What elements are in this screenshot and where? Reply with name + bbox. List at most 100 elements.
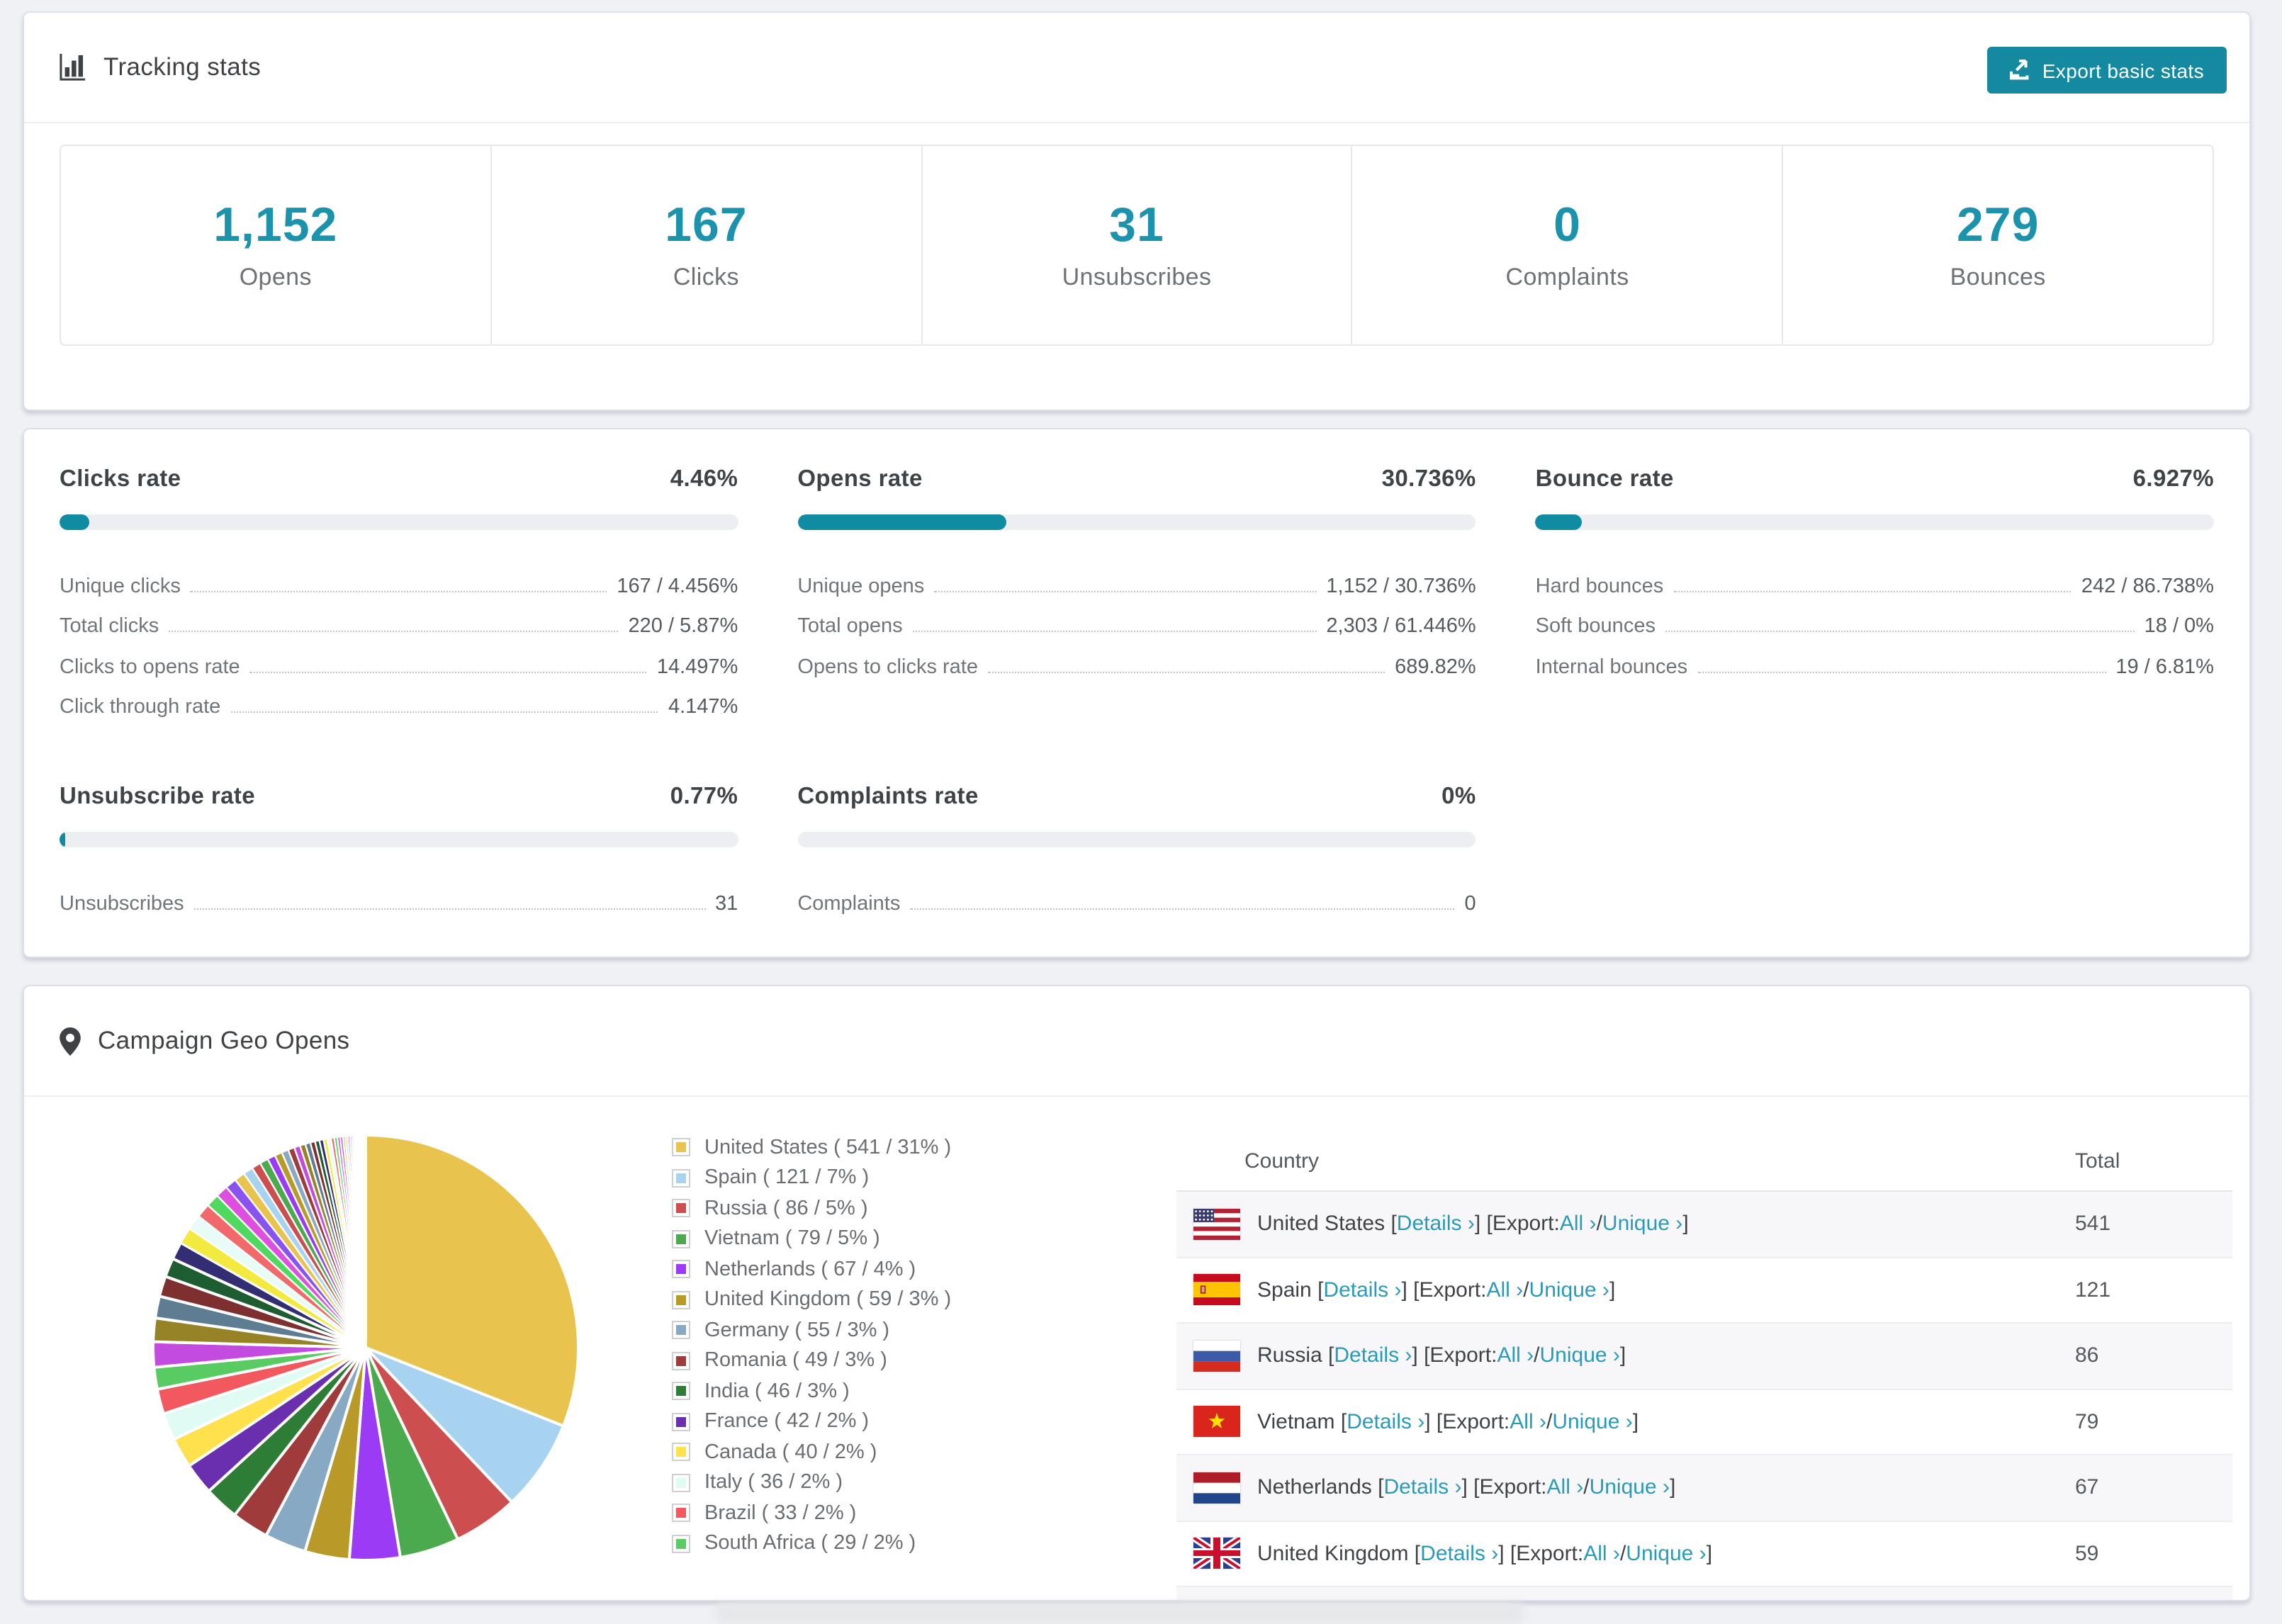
geo-table-row-united-states: United States [Details ›] [Export: All ›… <box>1176 1192 2232 1258</box>
country-name: United Kingdom [ <box>1257 1541 1421 1566</box>
details-link[interactable]: Details › <box>1334 1343 1412 1368</box>
details-link[interactable]: Details › <box>1396 1212 1475 1236</box>
dotted-leader <box>230 711 658 713</box>
rates-grid: Clicks rate 4.46% Unique clicks 167 / 4.456… <box>60 466 2214 915</box>
legend-swatch <box>672 1321 690 1340</box>
dotted-leader <box>190 590 607 592</box>
rate-detail-label: Unique clicks <box>60 575 181 597</box>
rate-block-bounce-rate: Bounce rate 6.927% Hard bounces 242 / 86.73… <box>1535 466 2214 718</box>
summary-value: 31 <box>1109 198 1164 252</box>
rate-detail-label: Total clicks <box>60 615 159 638</box>
geo-table-row-vietnam: Vietnam [Details ›] [Export: All › / Uni… <box>1176 1389 2232 1455</box>
rate-detail-row: Total opens 2,303 / 61.446% <box>797 597 1476 638</box>
rate-progress-fill <box>60 514 90 530</box>
rate-progress-fill <box>1535 514 1583 530</box>
details-link[interactable]: Details › <box>1323 1278 1402 1302</box>
united-states-flag-icon <box>1193 1208 1240 1240</box>
export-all-link[interactable]: All › <box>1510 1409 1546 1434</box>
country-name: Russia [ <box>1257 1343 1334 1368</box>
rate-detail-row: Hard bounces 242 / 86.738% <box>1536 557 2214 597</box>
export-unique-link[interactable]: Unique › <box>1552 1409 1633 1434</box>
bracket-text: ] <box>1619 1343 1626 1368</box>
summary-label: Complaints <box>1505 264 1629 291</box>
details-link[interactable]: Details › <box>1347 1409 1425 1434</box>
country-name: United States [ <box>1257 1212 1397 1236</box>
geo-pie-chart <box>60 1097 672 1567</box>
export-all-link[interactable]: All › <box>1546 1475 1584 1500</box>
legend-item-canada: Canada ( 40 / 2% ) <box>672 1437 1140 1467</box>
geo-row-total: 59 <box>2075 1541 2099 1566</box>
export-all-link[interactable]: All › <box>1583 1541 1620 1566</box>
geo-row-total: 121 <box>2075 1278 2111 1302</box>
geo-table-row-germany: Germany [Details ›] [Export: All › / Uni… <box>1176 1587 2232 1600</box>
rate-detail-value: 2,303 / 61.446% <box>1326 615 1476 638</box>
legend-item-russia: Russia ( 86 / 5% ) <box>672 1193 1140 1224</box>
bracket-text: ] [Export: <box>1474 1212 1560 1236</box>
legend-item-brazil: Brazil ( 33 / 2% ) <box>672 1498 1140 1528</box>
export-basic-stats-button[interactable]: Export basic stats <box>1986 47 2227 94</box>
slash-text: / <box>1596 1212 1602 1236</box>
rate-progress-fill <box>60 832 65 847</box>
country-name: Netherlands [ <box>1257 1475 1384 1500</box>
rate-progress-track <box>1535 514 2214 530</box>
export-all-link[interactable]: All › <box>1486 1278 1524 1302</box>
rate-detail-value: 167 / 4.456% <box>617 575 738 597</box>
geo-title: Campaign Geo Opens <box>98 1026 350 1054</box>
summary-box-unsubscribes: 31 Unsubscribes <box>921 146 1351 344</box>
summary-label: Unsubscribes <box>1062 264 1212 291</box>
legend-item-germany: Germany ( 55 / 3% ) <box>672 1315 1140 1346</box>
rate-value: 4.46% <box>670 466 738 492</box>
bracket-text: ] [Export: <box>1412 1343 1497 1368</box>
rate-detail-row: Unsubscribes 31 <box>60 874 738 915</box>
export-unique-link[interactable]: Unique › <box>1589 1475 1670 1500</box>
rate-detail-label: Total opens <box>797 615 903 638</box>
bracket-text: ] <box>1682 1212 1689 1236</box>
rate-detail-label: Click through rate <box>60 696 221 718</box>
rate-title: Opens rate <box>797 466 923 492</box>
legend-swatch <box>672 1351 690 1370</box>
legend-swatch <box>672 1382 690 1401</box>
export-all-link[interactable]: All › <box>1559 1212 1597 1236</box>
rate-detail-rows: Complaints 0 <box>797 874 1476 915</box>
export-unique-link[interactable]: Unique › <box>1626 1541 1707 1566</box>
bracket-text: ] <box>1632 1409 1639 1434</box>
export-icon <box>2009 60 2031 81</box>
details-link[interactable]: Details › <box>1383 1475 1462 1500</box>
rate-detail-row: Unique clicks 167 / 4.456% <box>60 557 738 597</box>
export-button-label: Export basic stats <box>2042 59 2204 81</box>
dotted-leader <box>934 590 1317 592</box>
legend-label: United Kingdom ( 59 / 3% ) <box>704 1288 952 1312</box>
summary-value: 167 <box>665 198 748 252</box>
export-unique-link[interactable]: Unique › <box>1602 1212 1683 1236</box>
legend-item-india: India ( 46 / 3% ) <box>672 1376 1140 1406</box>
rate-value: 6.927% <box>2132 466 2214 492</box>
legend-item-netherlands: Netherlands ( 67 / 4% ) <box>672 1254 1140 1285</box>
export-unique-link[interactable]: Unique › <box>1539 1343 1620 1368</box>
rate-block-clicks-rate: Clicks rate 4.46% Unique clicks 167 / 4.456… <box>60 466 738 718</box>
rate-title: Unsubscribe rate <box>60 784 255 809</box>
rate-title: Clicks rate <box>60 466 181 492</box>
summary-value: 279 <box>1956 198 2040 252</box>
rate-detail-label: Soft bounces <box>1535 615 1656 638</box>
summary-label: Clicks <box>673 264 739 291</box>
dotted-leader <box>249 671 647 672</box>
rate-detail-row: Click through rate 4.147% <box>60 678 738 718</box>
legend-item-romania: Romania ( 49 / 3% ) <box>672 1346 1140 1376</box>
united-kingdom-flag-icon <box>1193 1538 1240 1569</box>
geo-row-total: 67 <box>2075 1475 2099 1500</box>
legend-item-united-kingdom: United Kingdom ( 59 / 3% ) <box>672 1285 1140 1315</box>
pie-slice <box>364 1346 565 1504</box>
rate-detail-value: 1,152 / 30.736% <box>1326 575 1476 597</box>
export-all-link[interactable]: All › <box>1497 1343 1534 1368</box>
legend-label: Vietnam ( 79 / 5% ) <box>704 1227 880 1251</box>
export-unique-link[interactable]: Unique › <box>1529 1278 1609 1302</box>
legend-label: Romania ( 49 / 3% ) <box>704 1349 887 1372</box>
rate-detail-value: 31 <box>715 892 738 915</box>
netherlands-flag-icon <box>1193 1472 1240 1504</box>
legend-label: Netherlands ( 67 / 4% ) <box>704 1258 916 1281</box>
details-link[interactable]: Details › <box>1420 1541 1499 1566</box>
legend-label: Germany ( 55 / 3% ) <box>704 1319 890 1342</box>
rate-header: Bounce rate 6.927% <box>1536 466 2214 493</box>
total-column-header: Total <box>2075 1149 2120 1173</box>
legend-swatch <box>672 1504 690 1523</box>
